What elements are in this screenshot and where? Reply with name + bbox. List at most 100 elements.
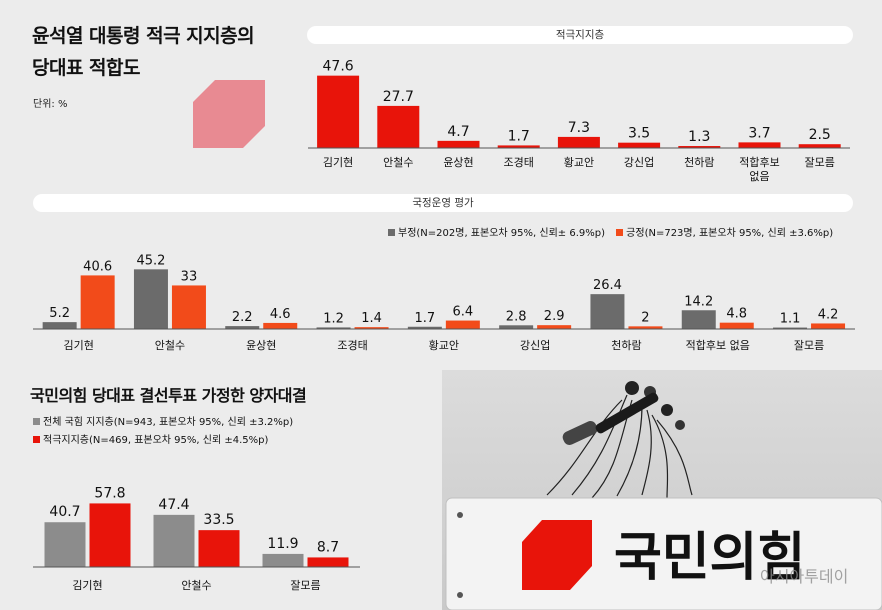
chart1-category-label-8-0: 잘모름: [805, 156, 835, 169]
chart2-bar-0-8: [773, 327, 808, 329]
chart3-value-label-1-0: 57.8: [94, 485, 125, 501]
chart1-value-label-7: 3.7: [748, 125, 770, 141]
chart2-value-label-1-3: 1.4: [361, 311, 382, 326]
chart1-category-label-5-0: 강신업: [624, 156, 654, 169]
chart1-value-label-6: 1.3: [688, 129, 710, 145]
chart2-category-label-7: 적합후보 없음: [686, 339, 750, 352]
chart2-value-label-0-7: 14.2: [684, 294, 713, 309]
chart2-bar-0-6: [590, 294, 625, 329]
chart2-value-label-1-7: 4.8: [726, 307, 747, 322]
chart1-value-label-5: 3.5: [628, 126, 650, 142]
photo-illustration: 국민의힘 아시아투데이: [442, 370, 882, 610]
chart1-category-label-4-0: 황교안: [564, 156, 594, 169]
chart1-value-label-3: 1.7: [508, 128, 530, 144]
chart1-category-label-7-1: 없음: [749, 170, 769, 183]
chart2-bar-0-3: [316, 327, 351, 329]
legend-swatch-negative: [388, 229, 395, 236]
legend-swatch-all: [33, 418, 40, 425]
microphone-cluster: [546, 394, 693, 499]
chart2-value-label-1-0: 40.6: [83, 259, 112, 274]
legend-swatch-active: [33, 436, 40, 443]
chart1-bar-8: [798, 144, 841, 148]
chart2-bar-0-5: [499, 325, 534, 329]
chart2-value-label-1-1: 33: [181, 269, 198, 284]
main-title: 윤석열 대통령 적극 지지층의 당대표 적합도: [32, 20, 255, 84]
chart2-value-label-0-6: 26.4: [593, 278, 622, 293]
chart2-bar-1-5: [537, 325, 572, 329]
chart3-bar-1-0: [89, 503, 131, 567]
chart2-bar-0-4: [407, 326, 442, 329]
chart2-value-label-0-5: 2.8: [506, 309, 527, 324]
chart2-legend: 부정(N=202명, 표본오차 95%, 신뢰± 6.9%p) 긍정(N=723…: [388, 224, 833, 239]
chart1-title: 적극지지층: [307, 26, 853, 44]
decorative-hexagon: [193, 80, 265, 148]
chart2-category-label-3: 조경태: [337, 339, 367, 352]
chart3-value-label-0-2: 11.9: [267, 536, 298, 552]
chart1-category-label-1-0: 안철수: [383, 156, 413, 169]
chart2-value-label-0-8: 1.1: [780, 312, 801, 327]
chart2-value-label-1-6: 2: [641, 310, 649, 325]
chart2-value-label-0-0: 5.2: [49, 306, 70, 321]
chart1-value-label-8: 2.5: [809, 127, 831, 143]
chart2-value-label-0-4: 1.7: [415, 311, 436, 326]
party-logo-hexagon: [522, 520, 592, 590]
legend-label-active: 적극지지층(N=469, 표본오차 95%, 신뢰 ±4.5%p): [43, 435, 269, 446]
chart2-category-label-4: 황교안: [429, 339, 459, 352]
chart1-category-label-3-0: 조경태: [504, 156, 534, 169]
microphones: [562, 381, 685, 445]
chart3-bar-0-0: [44, 522, 86, 567]
watermark: 아시아투데이: [760, 567, 848, 586]
chart3-legend-item-all: 전체 국힘 지지층(N=943, 표본오차 95%, 신뢰 ±3.2%p): [33, 413, 293, 428]
chart1-bar-6: [678, 146, 721, 148]
party-sign-photo: 국민의힘 아시아투데이: [442, 370, 882, 610]
legend-label-all: 전체 국힘 지지층(N=943, 표본오차 95%, 신뢰 ±3.2%p): [43, 417, 294, 428]
chart3-bar-1-1: [198, 530, 240, 567]
chart2-bar-0-7: [681, 310, 716, 329]
chart3-title: 국민의힘 당대표 결선투표 가정한 양자대결: [30, 386, 307, 405]
main-title-line-2: 당대표 적합도: [32, 57, 141, 79]
chart2-bar-0-2: [225, 326, 260, 329]
chart2-value-label-0-2: 2.2: [232, 310, 253, 325]
chart1-bar-4: [557, 136, 600, 148]
chart2-value-label-1-2: 4.6: [270, 307, 291, 322]
chart3-category-label-0: 김기현: [72, 579, 102, 592]
chart3-bar-0-2: [262, 553, 304, 567]
chart2-category-label-1: 안철수: [155, 339, 185, 352]
chart2-bar-1-7: [719, 322, 754, 329]
chart1-category-label-0-0: 김기현: [323, 156, 353, 169]
chart3-bar-0-1: [153, 514, 195, 567]
chart3-legend-item-active: 적극지지층(N=469, 표본오차 95%, 신뢰 ±4.5%p): [33, 431, 268, 446]
chart1-bar-3: [497, 145, 540, 148]
chart3-bar-1-2: [307, 557, 349, 567]
chart2-bar-1-0: [80, 275, 115, 329]
chart1-bar-5: [618, 142, 661, 148]
legend-swatch-positive: [616, 229, 624, 236]
legend-item-negative: 부정(N=202명, 표본오차 95%, 신뢰± 6.9%p): [388, 228, 605, 239]
chart2-bar-0-1: [133, 269, 168, 329]
chart1-category-label-6-0: 천하람: [684, 155, 714, 169]
party-sign-text: 국민의힘: [614, 528, 805, 588]
chart2-category-label-2: 윤상현: [246, 339, 276, 352]
chart2-value-label-0-3: 1.2: [323, 311, 344, 326]
chart1-value-label-2: 4.7: [447, 124, 469, 140]
chart3-value-label-0-0: 40.7: [49, 504, 80, 520]
chart2-bar-1-4: [445, 320, 480, 329]
chart2-title: 국정운영 평가: [33, 194, 853, 212]
chart1-svg: 47.6 27.7 4.7 1.7 7.3 3.5 1.3 3.7 2.5 김기현 안철수 윤상현 조경…: [308, 59, 850, 183]
chart1-category-label-2-0: 윤상현: [443, 156, 473, 169]
chart2-svg: 5.2 40.6 김기현 45.2 33 안철수 2.2 4.6 윤상현 1.2 1.4 조경태 1.7…: [33, 253, 855, 352]
chart3-value-label-0-1: 47.4: [158, 497, 189, 513]
legend-label-negative: 부정(N=202명, 표본오차 95%, 신뢰± 6.9%p): [398, 228, 605, 239]
chart3-value-label-1-2: 8.7: [317, 539, 339, 555]
chart3-category-label-1: 안철수: [181, 579, 211, 592]
chart2-category-label-8: 잘모름: [794, 339, 824, 352]
unit-label: 단위: %: [33, 99, 68, 110]
chart2-bar-1-6: [628, 326, 663, 329]
chart1-bar-1: [377, 105, 420, 148]
chart3-svg: 40.7 57.8 김기현 47.4 33.5 안철수 11.9 8.7 잘모름: [33, 485, 360, 592]
chart3-category-label-2: 잘모름: [290, 579, 320, 592]
chart2-value-label-1-5: 2.9: [544, 309, 565, 324]
chart2-category-label-0: 김기현: [63, 339, 93, 352]
chart2-value-label-0-1: 45.2: [136, 253, 165, 268]
legend-item-positive: 긍정(N=723명, 표본오차 95%, 신뢰 ±3.6%p): [616, 228, 833, 239]
